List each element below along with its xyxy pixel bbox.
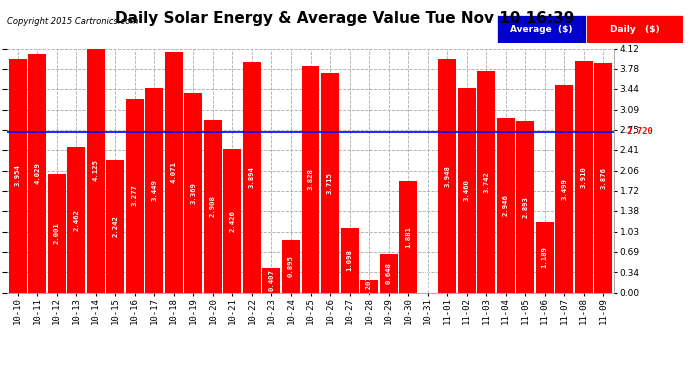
Text: 4.029: 4.029 bbox=[34, 162, 40, 184]
Text: 1.881: 1.881 bbox=[405, 226, 411, 248]
Text: 3.948: 3.948 bbox=[444, 165, 450, 187]
Text: 3.715: 3.715 bbox=[327, 172, 333, 194]
Text: 2.720: 2.720 bbox=[627, 127, 653, 136]
Bar bbox=[360, 280, 378, 292]
Bar bbox=[28, 54, 46, 292]
Bar bbox=[204, 120, 222, 292]
Text: 0.407: 0.407 bbox=[268, 270, 275, 291]
Bar bbox=[302, 66, 319, 292]
Text: 4.071: 4.071 bbox=[171, 161, 177, 183]
Bar bbox=[184, 93, 202, 292]
Text: 0.000: 0.000 bbox=[424, 268, 431, 290]
Bar bbox=[282, 240, 300, 292]
Text: 2.242: 2.242 bbox=[112, 215, 118, 237]
Text: 3.499: 3.499 bbox=[561, 178, 567, 200]
Text: 3.894: 3.894 bbox=[249, 166, 255, 188]
Text: 3.742: 3.742 bbox=[483, 171, 489, 193]
Text: 1.098: 1.098 bbox=[346, 249, 353, 271]
Text: 2.720: 2.720 bbox=[0, 118, 2, 145]
Text: Copyright 2015 Cartronics.com: Copyright 2015 Cartronics.com bbox=[7, 17, 138, 26]
Text: 2.426: 2.426 bbox=[229, 210, 235, 232]
Text: 0.895: 0.895 bbox=[288, 255, 294, 277]
Bar bbox=[555, 86, 573, 292]
Bar bbox=[594, 63, 612, 292]
Text: 3.369: 3.369 bbox=[190, 182, 197, 204]
Text: 3.876: 3.876 bbox=[600, 167, 607, 189]
Text: Daily   ($): Daily ($) bbox=[610, 25, 660, 34]
Bar bbox=[9, 58, 27, 292]
Text: 0.648: 0.648 bbox=[386, 262, 392, 284]
Text: 2.946: 2.946 bbox=[503, 194, 509, 216]
Bar bbox=[106, 160, 124, 292]
Text: 4.125: 4.125 bbox=[92, 159, 99, 182]
Text: 0.207: 0.207 bbox=[366, 276, 372, 297]
Text: 2.908: 2.908 bbox=[210, 195, 216, 217]
Text: 3.954: 3.954 bbox=[14, 165, 21, 186]
Text: 3.828: 3.828 bbox=[308, 168, 313, 190]
Text: 2.001: 2.001 bbox=[54, 222, 60, 244]
Bar bbox=[48, 174, 66, 292]
Bar bbox=[67, 147, 85, 292]
Bar bbox=[497, 118, 515, 292]
Text: Daily Solar Energy & Average Value Tue Nov 10 16:39: Daily Solar Energy & Average Value Tue N… bbox=[115, 11, 575, 26]
Bar bbox=[146, 88, 164, 292]
Bar bbox=[399, 181, 417, 292]
Bar bbox=[575, 61, 593, 292]
Text: 3.449: 3.449 bbox=[151, 180, 157, 201]
Bar bbox=[243, 62, 261, 292]
Bar bbox=[477, 71, 495, 292]
Bar bbox=[497, 15, 586, 43]
Text: 2.893: 2.893 bbox=[522, 196, 529, 218]
Bar bbox=[87, 48, 105, 292]
Bar bbox=[516, 122, 534, 292]
Bar bbox=[341, 228, 359, 292]
Bar bbox=[380, 254, 397, 292]
Bar bbox=[438, 59, 456, 292]
Text: Average  ($): Average ($) bbox=[511, 25, 573, 34]
Text: 3.910: 3.910 bbox=[581, 166, 586, 188]
Bar bbox=[457, 88, 475, 292]
Bar bbox=[586, 15, 683, 43]
Bar bbox=[126, 99, 144, 292]
Bar bbox=[321, 73, 339, 292]
Text: 3.460: 3.460 bbox=[464, 179, 470, 201]
Bar bbox=[536, 222, 554, 292]
Text: 2.462: 2.462 bbox=[73, 209, 79, 231]
Text: 3.277: 3.277 bbox=[132, 184, 138, 207]
Bar bbox=[165, 52, 183, 292]
Bar bbox=[262, 268, 280, 292]
Bar bbox=[224, 149, 241, 292]
Text: 1.189: 1.189 bbox=[542, 246, 548, 268]
